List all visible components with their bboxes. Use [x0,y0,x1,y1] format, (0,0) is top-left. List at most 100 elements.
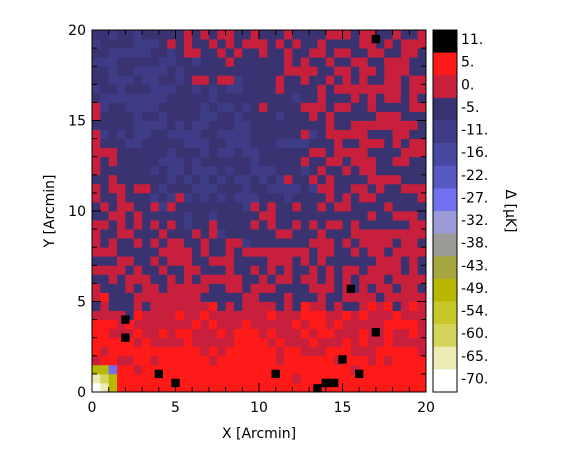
heatmap-cell [125,283,135,293]
heatmap-cell [217,75,226,85]
heatmap-cell [350,382,360,393]
heatmap-cell [192,111,201,121]
heatmap-cell [300,229,310,239]
heatmap-cell [409,382,419,393]
y-tick-label: 0 [77,385,86,401]
heatmap-cell [208,39,218,49]
heatmap-cell [284,57,293,67]
heatmap-cell [300,292,310,302]
heatmap-cell [392,138,402,149]
heatmap-cell [133,93,143,103]
heatmap-cell [250,57,260,67]
heatmap-cell [142,102,151,112]
colorbar-swatch [433,52,457,76]
heatmap-cell [208,247,218,257]
colorbar-swatch [433,278,457,302]
heatmap-cell [158,310,168,320]
heatmap-cell [208,48,218,58]
heatmap-cell [325,183,335,194]
heatmap-cell [325,102,335,112]
heatmap-cell [125,265,135,275]
heatmap-cell [108,220,118,230]
heatmap-cell [150,382,160,393]
heatmap-cell [250,355,260,366]
heatmap-cell [208,111,218,121]
heatmap-cell [300,382,310,393]
heatmap-cell [375,256,385,266]
heatmap-cell [158,247,168,257]
heatmap-cell [175,201,185,212]
heatmap-cell [167,84,176,94]
heatmap-cell [409,165,419,176]
heatmap-cell [375,48,385,58]
heatmap-cell [384,183,393,194]
heatmap-cell [192,229,201,239]
heatmap-cell [200,364,210,375]
heatmap-cell [208,229,218,239]
heatmap-cell [217,120,226,130]
heatmap-cell [392,283,402,293]
heatmap-cell [183,39,193,49]
heatmap-cell [92,39,101,49]
heatmap-cell [392,129,402,139]
heatmap-cell [267,93,277,103]
heatmap-cell [192,120,201,130]
heatmap-cell [367,39,377,49]
heatmap-cell [92,328,101,339]
heatmap-cell [108,319,118,330]
heatmap-cell [100,165,110,176]
heatmap-cell [183,165,193,176]
heatmap-cell [142,165,151,176]
heatmap-cell [150,238,160,248]
heatmap-cell [400,183,410,194]
heatmap-cell [392,192,402,203]
heatmap-cell [158,120,168,130]
heatmap-cell [200,328,210,339]
heatmap-cell [367,301,377,311]
heatmap-cell [400,220,410,230]
heatmap-cell [375,319,385,330]
heatmap-cell [334,66,343,76]
heatmap-cell [200,247,210,257]
heatmap-cell [359,238,368,248]
heatmap-cell [133,120,143,130]
heatmap-cell [384,30,393,40]
heatmap-cell [142,75,151,85]
heatmap-cell [117,48,126,58]
heatmap-cell [142,364,151,375]
heatmap-cell [292,310,302,320]
heatmap-cell [317,102,327,112]
colorbar-level-label: 5. [461,55,474,71]
heatmap-cell [250,238,260,248]
heatmap-cell [392,156,402,167]
heatmap-cell [100,48,110,58]
heatmap-cell [233,382,243,393]
heatmap-cell [108,382,118,393]
heatmap-cell [259,66,268,76]
heatmap-cell [183,247,193,257]
heatmap-cell [267,319,277,330]
heatmap-cell [217,283,226,293]
heatmap-cell [150,265,160,275]
heatmap-cell [142,310,151,320]
heatmap-cell [142,48,151,58]
heatmap-cell [100,192,110,203]
heatmap-cell [284,292,293,302]
heatmap-cell [300,30,310,40]
heatmap-cell [183,337,193,348]
heatmap-cell [108,238,118,248]
heatmap-cell [208,93,218,103]
heatmap-cell [342,66,352,76]
heatmap-cell [208,373,218,384]
heatmap-cell [208,319,218,330]
heatmap-cell [334,247,343,257]
heatmap-cell [142,229,151,239]
heatmap-cell [284,229,293,239]
heatmap-cell [309,373,318,384]
heatmap-cell [259,364,268,375]
heatmap-cell [117,283,126,293]
heatmap-cell [175,102,185,112]
heatmap-cell [300,57,310,67]
heatmap-cell [100,201,110,212]
heatmap-cell [200,66,210,76]
